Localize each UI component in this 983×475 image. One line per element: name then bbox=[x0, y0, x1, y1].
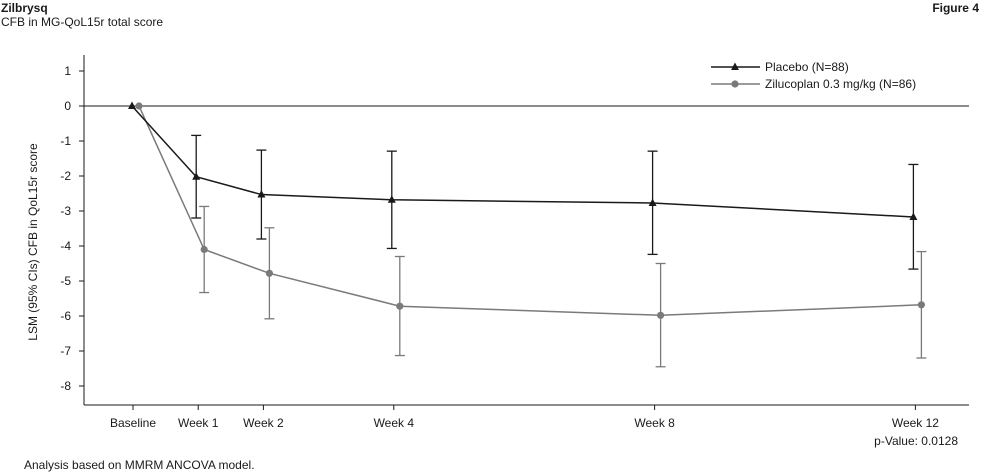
data-point-triangle bbox=[128, 101, 136, 109]
brand-name: Zilbrysq bbox=[1, 1, 48, 15]
legend-label: Placebo (N=88) bbox=[765, 60, 849, 74]
legend-marker-triangle bbox=[731, 62, 739, 70]
series-placebo bbox=[128, 101, 919, 270]
data-point-triangle bbox=[192, 172, 201, 180]
y-tick-label: -8 bbox=[60, 379, 71, 393]
series-line bbox=[131, 105, 914, 218]
chart-subtitle: CFB in MG-QoL15r total score bbox=[1, 15, 164, 29]
x-tick-label: Baseline bbox=[110, 416, 156, 430]
data-point-circle bbox=[135, 102, 143, 110]
series-line bbox=[138, 105, 922, 317]
y-tick-label: 0 bbox=[64, 99, 71, 113]
y-tick-label: -6 bbox=[60, 309, 71, 323]
x-tick-label: Week 12 bbox=[892, 416, 939, 430]
y-tick-label: -5 bbox=[60, 274, 71, 288]
data-point-circle bbox=[917, 301, 926, 309]
legend-item: Zilucoplan 0.3 mg/kg (N=86) bbox=[711, 77, 916, 91]
x-tick-label: Week 8 bbox=[634, 416, 675, 430]
data-point-circle bbox=[657, 311, 665, 319]
y-axis-label: LSM (95% CIs) CFB in QoL15r score bbox=[26, 143, 40, 341]
legend-item: Placebo (N=88) bbox=[711, 60, 849, 74]
data-point-circle bbox=[200, 245, 208, 254]
chart-series bbox=[128, 101, 927, 368]
legend-label: Zilucoplan 0.3 mg/kg (N=86) bbox=[765, 77, 916, 91]
y-tick-label: -1 bbox=[60, 134, 71, 148]
y-tick-label: 1 bbox=[64, 64, 71, 78]
series-zilucoplan bbox=[135, 102, 927, 368]
figure-label: Figure 4 bbox=[932, 1, 979, 15]
x-tick-label: Week 4 bbox=[374, 416, 415, 430]
data-point-triangle bbox=[648, 198, 657, 206]
data-point-circle bbox=[265, 269, 273, 277]
x-tick-label: Week 2 bbox=[243, 416, 284, 430]
p-value-annotation: p-Value: 0.0128 bbox=[874, 434, 958, 448]
y-tick-label: -3 bbox=[60, 204, 71, 218]
y-tick-label: -4 bbox=[60, 239, 71, 253]
x-tick-label: Week 1 bbox=[178, 416, 219, 430]
y-tick-label: -2 bbox=[60, 169, 71, 183]
legend-marker-circle bbox=[731, 80, 739, 88]
y-tick-label: -7 bbox=[60, 344, 71, 358]
data-point-circle bbox=[396, 302, 404, 310]
data-point-triangle bbox=[257, 190, 266, 198]
footnote: Analysis based on MMRM ANCOVA model. bbox=[24, 458, 255, 472]
data-point-triangle bbox=[909, 212, 918, 220]
chart-axes: 1 0 -1 -2 -3 -4 -5 -6 -7 -8 Baseline Week 1 Week 2 We… bbox=[26, 55, 969, 448]
chart-legend: Placebo (N=88) Zilucoplan 0.3 mg/kg (N=86… bbox=[711, 60, 916, 91]
header: Zilbrysq CFB in MG-QoL15r total score bbox=[1, 1, 163, 29]
data-point-triangle bbox=[387, 195, 396, 203]
